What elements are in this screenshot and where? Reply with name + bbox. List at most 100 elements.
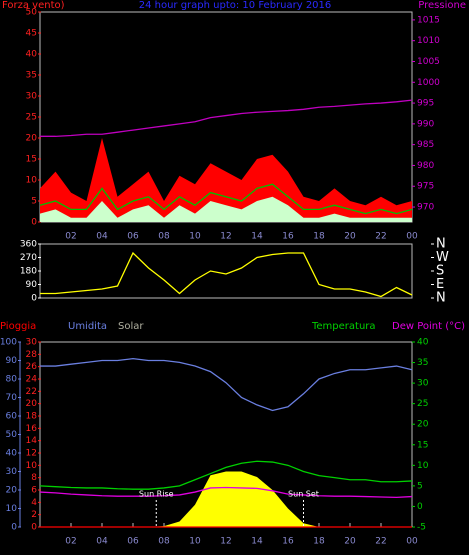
x-tick-label: 20 [344,537,356,547]
x-tick-label: 12 [220,537,231,547]
y-tick-label: 26 [26,362,38,372]
y-tick-label: E [436,277,444,292]
y-tick-label: 0 [31,294,37,304]
line [39,183,413,215]
y-tick-label: 25 [417,399,428,409]
y-axis-title: Forza vento) [2,0,65,11]
y-tick-label: N [436,291,446,306]
y-tick-label: 30 [6,467,18,477]
y-tick-label: 90 [6,356,18,366]
y-tick-label: 80 [6,375,18,385]
x-tick-label: 06 [127,232,139,242]
y-tick-label: 1010 [417,36,440,46]
y-tick-label: 60 [6,412,18,422]
x-tick-label: 22 [375,537,386,547]
y-tick-label: S [436,264,444,279]
y-tick-label: 35 [26,71,37,81]
y-tick-label: 360 [20,240,37,250]
y-tick-label: 20 [26,399,38,409]
y-tick-label: 180 [20,267,37,277]
y-tick-label: 1005 [417,57,440,67]
y-tick-label: 40 [6,449,18,459]
line [39,486,413,499]
legend-label: Umidita [68,321,107,332]
x-tick-label: 14 [251,537,263,547]
x-tick-label: 04 [96,232,108,242]
y-tick-label: 6 [31,486,37,496]
y-tick-label: 980 [417,161,434,171]
y-tick-label: 16 [26,424,38,434]
y-tick-label: W [436,250,449,265]
y-tick-label: 50 [26,8,38,18]
y-tick-label: 28 [26,350,38,360]
y-tick-label: 975 [417,182,434,192]
line [39,460,413,490]
line [40,251,413,298]
x-tick-label: 00 [406,232,418,242]
x-tick-label: 02 [65,232,76,242]
x-tick-label: 10 [189,537,201,547]
legend-label: Temperatura [311,321,376,332]
y-tick-label: 50 [6,430,18,440]
y-tick-label: 1015 [417,15,440,25]
area [40,196,412,222]
y-tick-label: 30 [26,338,38,348]
annotation: Sun Rise [139,490,174,499]
legend-label: Dew Point (°C) [392,321,465,332]
x-tick-label: 12 [220,232,231,242]
x-tick-label: 14 [251,232,263,242]
y-tick-label: 10 [6,504,18,514]
x-tick-label: 08 [158,537,170,547]
y-tick-label: 270 [20,253,37,263]
x-tick-label: 02 [65,537,76,547]
x-tick-label: 08 [158,232,170,242]
y-tick-label: 10 [26,176,38,186]
y-tick-label: 0 [31,523,37,533]
legend-label: Pioggia [0,321,36,332]
y-tick-label: 0 [31,218,37,228]
line [40,99,413,137]
x-tick-label: 10 [189,232,201,242]
y-tick-label: 0 [11,523,17,533]
y-tick-label: 20 [6,486,18,496]
y-tick-label: 22 [26,387,37,397]
x-tick-label: 06 [127,537,139,547]
y-tick-label: 35 [417,358,428,368]
x-tick-label: 16 [282,537,294,547]
y-tick-label: -5 [417,523,426,533]
x-tick-label: 04 [96,537,108,547]
y-tick-label: 40 [417,338,429,348]
y-tick-label: 10 [417,461,429,471]
y-tick-label: 990 [417,119,434,129]
y-tick-label: 40 [26,50,38,60]
y-tick-label: 45 [26,29,37,39]
x-tick-label: 20 [344,232,356,242]
y-tick-label: 985 [417,140,434,150]
y-tick-label: 10 [26,461,38,471]
y-tick-label: 14 [26,436,38,446]
area [40,471,412,527]
y-tick-label: N [436,237,446,252]
y-tick-label: 4 [31,498,37,508]
y-tick-label: 5 [417,481,423,491]
y-tick-label: 90 [26,280,38,290]
y-tick-label: 25 [26,113,37,123]
y-tick-label: 70 [6,393,18,403]
y-tick-label: 18 [26,412,38,422]
y-tick-label: 995 [417,99,434,109]
y-tick-label: 15 [26,155,37,165]
y-tick-label: 20 [26,134,38,144]
x-tick-label: 22 [375,232,386,242]
x-tick-label: 16 [282,232,294,242]
y-tick-label: 8 [31,473,37,483]
y-tick-label: 1000 [417,78,440,88]
y-tick-label: 0 [417,502,423,512]
y-tick-label: 2 [31,510,37,520]
y-tick-label: 12 [26,449,37,459]
y-tick-label: 970 [417,203,434,213]
y-tick-label: 15 [417,440,428,450]
y2-axis-title: Pressione [418,0,466,11]
x-tick-label: 18 [313,232,325,242]
y-tick-label: 5 [31,197,37,207]
legend-label: Solar [118,321,144,332]
